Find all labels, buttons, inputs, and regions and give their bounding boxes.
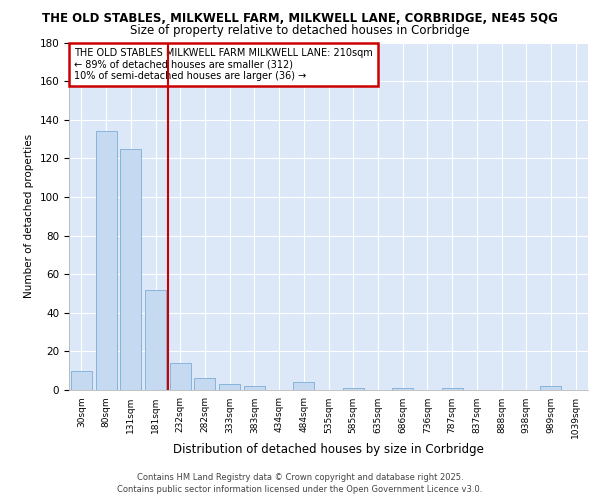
Bar bbox=[219, 384, 240, 390]
Bar bbox=[442, 388, 463, 390]
Bar bbox=[343, 388, 364, 390]
Bar bbox=[293, 382, 314, 390]
Bar bbox=[244, 386, 265, 390]
Bar bbox=[95, 132, 116, 390]
Bar bbox=[194, 378, 215, 390]
Bar bbox=[145, 290, 166, 390]
Text: Contains HM Land Registry data © Crown copyright and database right 2025.
Contai: Contains HM Land Registry data © Crown c… bbox=[118, 472, 482, 494]
Bar bbox=[170, 363, 191, 390]
Bar bbox=[71, 370, 92, 390]
Text: Size of property relative to detached houses in Corbridge: Size of property relative to detached ho… bbox=[130, 24, 470, 37]
Text: THE OLD STABLES, MILKWELL FARM, MILKWELL LANE, CORBRIDGE, NE45 5QG: THE OLD STABLES, MILKWELL FARM, MILKWELL… bbox=[42, 12, 558, 26]
Bar bbox=[541, 386, 562, 390]
Bar bbox=[120, 148, 141, 390]
Bar bbox=[392, 388, 413, 390]
Y-axis label: Number of detached properties: Number of detached properties bbox=[24, 134, 34, 298]
X-axis label: Distribution of detached houses by size in Corbridge: Distribution of detached houses by size … bbox=[173, 442, 484, 456]
Text: THE OLD STABLES MILKWELL FARM MILKWELL LANE: 210sqm
← 89% of detached houses are: THE OLD STABLES MILKWELL FARM MILKWELL L… bbox=[74, 48, 373, 81]
